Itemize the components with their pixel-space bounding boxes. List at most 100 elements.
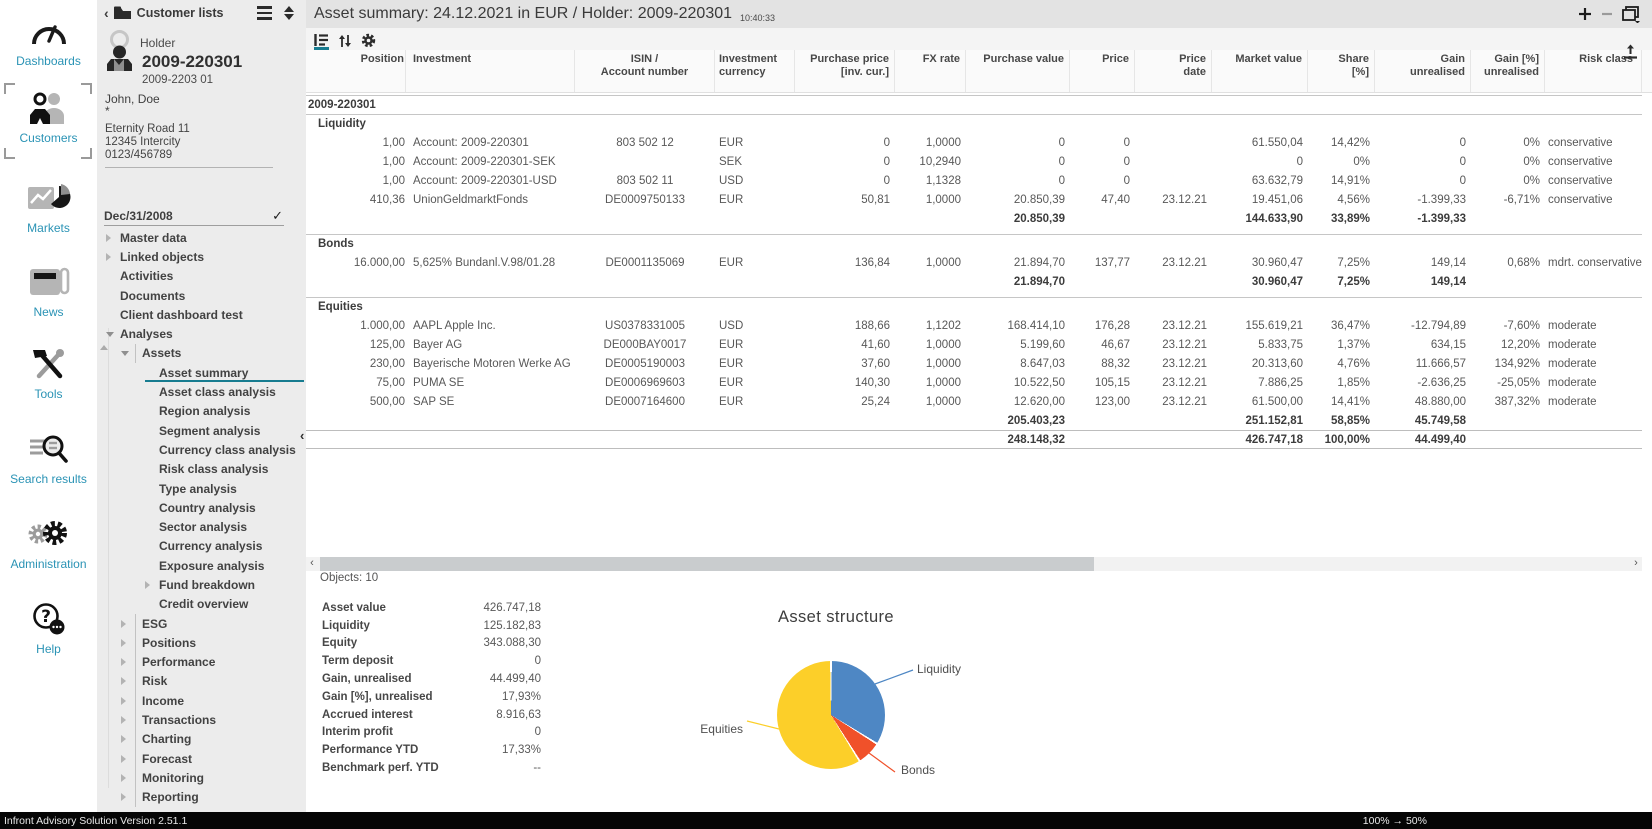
tree-item-risk-class-analysis[interactable]: Risk class analysis: [97, 460, 306, 479]
tree-item-country-analysis[interactable]: Country analysis: [97, 498, 306, 517]
expander-collapsed-icon[interactable]: [121, 619, 135, 628]
tree-item-master-data[interactable]: Master data: [97, 228, 306, 247]
tree-item-esg[interactable]: ESG: [97, 613, 306, 634]
column-header-market-value[interactable]: Market value: [1212, 50, 1308, 92]
scroll-right-icon[interactable]: ›: [1634, 557, 1638, 569]
expander-collapsed-icon[interactable]: [121, 696, 135, 705]
column-header-gain[interactable]: Gain unrealised: [1375, 50, 1471, 92]
rail-item-customers[interactable]: Customers: [0, 83, 97, 159]
group-row-liquidity[interactable]: Liquidity: [306, 114, 1642, 133]
tree-item-monitoring[interactable]: Monitoring: [97, 768, 306, 788]
rail-item-dashboards[interactable]: Dashboards: [0, 14, 97, 68]
add-view-button[interactable]: [1578, 7, 1592, 21]
table-row[interactable]: 230,00 Bayerische Motoren Werke AG DE00051…: [306, 354, 1642, 373]
column-header-risk[interactable]: Risk class: [1545, 50, 1642, 92]
tree-item-exposure-analysis[interactable]: Exposure analysis: [97, 556, 306, 575]
tree-item-currency-analysis[interactable]: Currency analysis: [97, 537, 306, 556]
tree-item-risk[interactable]: Risk: [97, 671, 306, 692]
tree-item-currency-class-analysis[interactable]: Currency class analysis: [97, 440, 306, 459]
tree-item-forecast[interactable]: Forecast: [97, 749, 306, 769]
expander-collapsed-icon[interactable]: [121, 773, 135, 782]
tree-item-transactions[interactable]: Transactions: [97, 710, 306, 730]
expander-collapsed-icon[interactable]: [121, 735, 135, 744]
column-header-purchase-price[interactable]: Purchase price [inv. cur.]: [795, 50, 895, 92]
table-row[interactable]: 1,00 Account: 2009-220301-SEK SEK 0 10,2940 0…: [306, 152, 1642, 171]
tree-item-region-analysis[interactable]: Region analysis: [97, 402, 306, 421]
window-layout-button[interactable]: [1622, 5, 1641, 23]
rail-item-help[interactable]: ? Help: [0, 602, 97, 656]
tree-item-activities[interactable]: Activities: [97, 267, 306, 286]
tree-item-segment-analysis[interactable]: Segment analysis: [97, 421, 306, 440]
sort-button[interactable]: [338, 34, 352, 50]
tree-item-linked-objects[interactable]: Linked objects: [97, 247, 306, 266]
table-row[interactable]: 16.000,00 5,625% Bundanl.V.98/01.28 DE0001…: [306, 253, 1642, 272]
minimize-view-button[interactable]: [1601, 7, 1613, 21]
grouping-view-button[interactable]: [314, 33, 329, 50]
tree-item-income[interactable]: Income: [97, 691, 306, 711]
scrollbar-thumb[interactable]: [320, 557, 1094, 571]
tree-item-fund-breakdown[interactable]: Fund breakdown: [97, 575, 306, 594]
tree-item-assets[interactable]: Assets: [97, 343, 306, 364]
tree-item-date[interactable]: Dec/31/2008 ✓: [104, 207, 284, 226]
horizontal-scrollbar[interactable]: ‹ ›: [306, 557, 1642, 571]
column-header-fx-rate[interactable]: FX rate: [895, 50, 966, 92]
group-row-bonds[interactable]: Bonds: [306, 234, 1642, 253]
menu-icon[interactable]: [255, 4, 274, 22]
table-row[interactable]: 75,00 PUMA SE DE0006969603 EUR 140,30 1,0000 1…: [306, 373, 1642, 392]
scroll-left-icon[interactable]: ‹: [310, 557, 314, 569]
tree-item-charting[interactable]: Charting: [97, 729, 306, 750]
table-row[interactable]: 125,00 Bayer AG DE000BAY0017 EUR 41,60 1,0000…: [306, 335, 1642, 354]
expander-collapsed-icon[interactable]: [121, 638, 135, 647]
expander-expanded-icon[interactable]: [106, 331, 120, 337]
expander-collapsed-icon[interactable]: [121, 754, 135, 763]
rail-item-news[interactable]: News: [0, 265, 97, 319]
group-row-2009-220301[interactable]: 2009-220301: [306, 95, 1642, 114]
tree-item-sector-analysis[interactable]: Sector analysis: [97, 517, 306, 536]
subtotal-row[interactable]: 20.850,39 144.633,90 33,89% -1.399,33: [306, 209, 1642, 228]
pie-chart[interactable]: [777, 661, 885, 769]
column-header-investment[interactable]: Investment: [406, 50, 575, 92]
expander-collapsed-icon[interactable]: [121, 716, 135, 725]
tree-item-credit-overview[interactable]: Credit overview: [97, 595, 306, 614]
rail-item-tools[interactable]: Tools: [0, 347, 97, 401]
group-row-equities[interactable]: Equities: [306, 297, 1642, 316]
column-header-purchase-value[interactable]: Purchase value: [966, 50, 1070, 92]
column-header-isin[interactable]: ISIN / Account number: [575, 50, 715, 92]
expander-collapsed-icon[interactable]: [145, 580, 159, 589]
expander-collapsed-icon[interactable]: [106, 233, 120, 242]
subtotal-row[interactable]: 21.894,70 30.960,47 7,25% 149,14: [306, 272, 1642, 291]
export-icon[interactable]: [1623, 44, 1638, 60]
table-row[interactable]: 1,00 Account: 2009-220301 803 502 12 EUR 0 1,…: [306, 133, 1642, 152]
column-header-price[interactable]: Price: [1070, 50, 1135, 92]
tree-item-type-analysis[interactable]: Type analysis: [97, 479, 306, 498]
expander-expanded-icon[interactable]: [121, 350, 135, 356]
settings-gear-icon[interactable]: [361, 33, 376, 50]
tree-item-reporting[interactable]: Reporting: [97, 787, 306, 807]
tree-scrollbar[interactable]: [100, 328, 109, 788]
expander-collapsed-icon[interactable]: [106, 252, 120, 261]
rail-item-markets[interactable]: Markets: [0, 181, 97, 235]
subtotal-row[interactable]: 205.403,23 251.152,81 58,85% 45.749,58: [306, 411, 1642, 430]
expander-collapsed-icon[interactable]: [121, 793, 135, 802]
tree-item-asset-summary[interactable]: Asset summary: [97, 363, 306, 383]
table-row[interactable]: 1.000,00 AAPL Apple Inc. US0378331005 USD 18…: [306, 316, 1642, 335]
tree-item-client-dashboard-test[interactable]: Client dashboard test: [97, 305, 306, 324]
rail-item-administration[interactable]: Administration: [0, 517, 97, 571]
column-header-currency[interactable]: Investment currency: [715, 50, 795, 92]
expander-collapsed-icon[interactable]: [121, 677, 135, 686]
total-row[interactable]: 248.148,32 426.747,18 100,00% 44.499,40: [306, 430, 1642, 449]
tree-item-documents[interactable]: Documents: [97, 286, 306, 305]
tree-item-analyses[interactable]: Analyses: [97, 324, 306, 343]
column-header-position[interactable]: Position: [306, 50, 406, 92]
back-icon[interactable]: ‹: [104, 5, 109, 21]
column-header-price-date[interactable]: Price date: [1135, 50, 1212, 92]
column-header-share[interactable]: Share [%]: [1308, 50, 1375, 92]
tree-item-asset-class-analysis[interactable]: Asset class analysis: [97, 382, 306, 401]
column-header-gain-pct[interactable]: Gain [%] unrealised: [1471, 50, 1545, 92]
table-row[interactable]: 500,00 SAP SE DE0007164600 EUR 25,24 1,0000 12…: [306, 392, 1642, 411]
tree-item-performance[interactable]: Performance: [97, 652, 306, 672]
expander-collapsed-icon[interactable]: [121, 658, 135, 667]
table-row[interactable]: 410,36 UnionGeldmarktFonds DE0009750133 EUR…: [306, 190, 1642, 209]
table-row[interactable]: 1,00 Account: 2009-220301-USD 803 502 11 US…: [306, 171, 1642, 190]
rail-item-search-results[interactable]: Search results: [0, 432, 97, 486]
